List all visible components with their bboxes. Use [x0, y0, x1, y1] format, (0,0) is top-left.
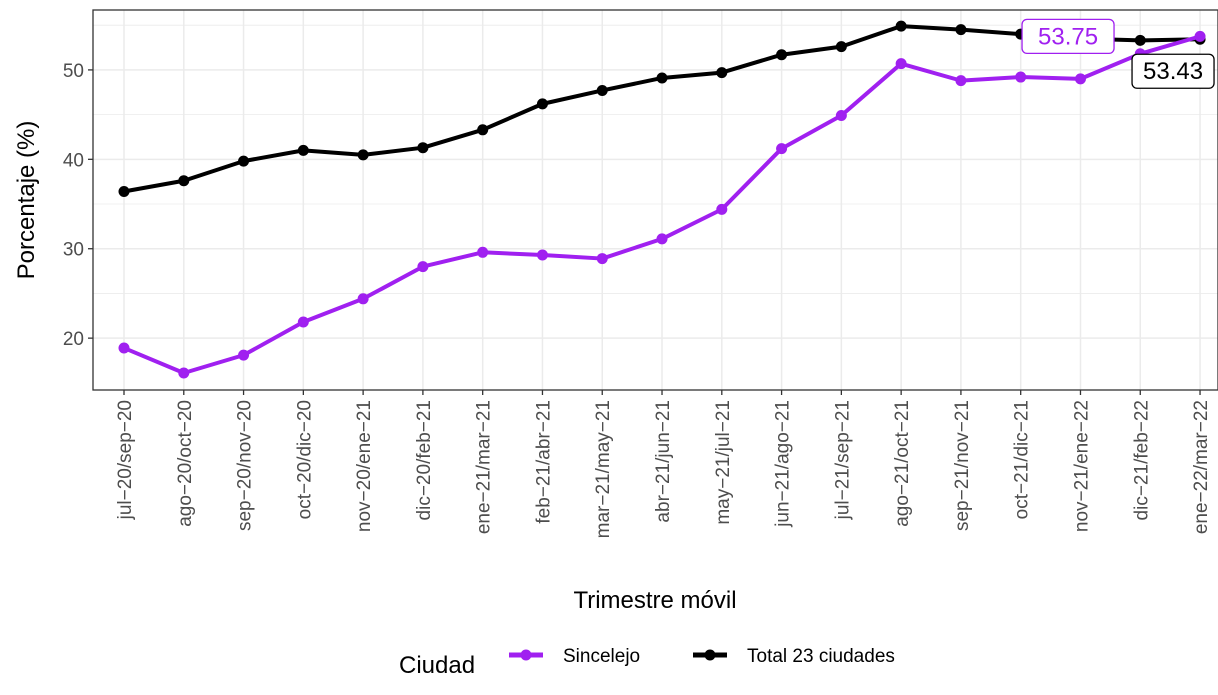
data-point [1015, 71, 1027, 83]
x-tick-label: jul−20/sep−20 [115, 400, 136, 520]
plot-area: 53.75 53.43 [92, 9, 1218, 391]
data-point [357, 293, 369, 305]
x-tick-label: abr−21/jun−21 [653, 400, 674, 523]
data-point [835, 41, 847, 53]
data-point [716, 203, 728, 215]
callout-text: 53.75 [1038, 23, 1098, 50]
callout-label: 53.75 [1021, 18, 1115, 55]
x-tick-label: dic−21/feb−22 [1131, 400, 1152, 520]
callouts: 53.75 53.43 [1021, 18, 1215, 89]
data-point [656, 233, 668, 245]
x-tick-label: jul−21/sep−21 [832, 400, 853, 520]
grid [93, 10, 1218, 390]
data-point [178, 367, 190, 379]
data-point [835, 110, 847, 122]
data-point [1134, 34, 1146, 46]
y-tick-label: 20 [63, 329, 84, 350]
x-tick-label: ago−20/oct−20 [175, 400, 196, 527]
data-point [656, 72, 668, 84]
data-point [536, 98, 548, 110]
x-tick-label: sep−21/nov−21 [952, 400, 973, 531]
data-point [118, 186, 130, 198]
data-point [417, 261, 429, 273]
x-tick-label: sep−20/nov−20 [235, 400, 256, 531]
series [118, 20, 1206, 379]
legend-item: Sincelejo [509, 646, 640, 667]
legend-items: Sincelejo Total 23 ciudades [509, 646, 895, 667]
panel-border [92, 9, 1218, 391]
data-point [238, 349, 250, 361]
x-tick-label: nov−20/ene−21 [354, 400, 375, 532]
x-axis: jul−20/sep−20 ago−20/oct−20 sep−20/nov−20 o… [115, 390, 1212, 538]
y-tick-label: 40 [63, 150, 84, 171]
data-point [776, 49, 788, 61]
data-point [1194, 30, 1206, 42]
y-axis: 20 30 40 50 [63, 61, 93, 350]
data-point [536, 249, 548, 261]
data-point [895, 20, 907, 32]
x-axis-title: Trimestre móvil [573, 587, 736, 614]
y-axis-title: Porcentaje (%) [13, 121, 40, 280]
callout-text: 53.43 [1143, 58, 1203, 85]
x-tick-label: mar−21/may−21 [593, 400, 614, 538]
y-tick-label: 50 [63, 61, 84, 82]
data-point [178, 175, 190, 187]
x-tick-label: ene−22/mar−22 [1191, 400, 1212, 534]
data-point [417, 142, 429, 154]
data-point [357, 149, 369, 161]
legend-key-point [704, 649, 716, 661]
x-tick-label: may−21/jul−21 [713, 400, 734, 525]
data-point [238, 155, 250, 167]
data-point [297, 144, 309, 156]
series-total-23-ciudades [118, 20, 1206, 198]
x-tick-label: dic−20/feb−21 [414, 400, 435, 520]
data-point [297, 316, 309, 328]
x-tick-label: oct−21/dic−21 [1012, 400, 1033, 519]
callout-box [1021, 18, 1115, 55]
legend-title: Ciudad [399, 652, 475, 679]
x-tick-label: jun−21/ago−21 [773, 400, 794, 528]
data-point [596, 84, 608, 96]
data-point [596, 253, 608, 265]
callout-box [1131, 53, 1215, 89]
legend-item: Total 23 ciudades [693, 646, 895, 667]
data-point [895, 58, 907, 70]
x-tick-label: ene−21/mar−21 [474, 400, 495, 534]
legend-label: Total 23 ciudades [747, 646, 895, 667]
data-point [1074, 73, 1086, 85]
data-point [477, 124, 489, 136]
panel-background [93, 10, 1218, 390]
x-tick-label: oct−20/dic−20 [294, 400, 315, 519]
x-tick-label: feb−21/abr−21 [533, 400, 554, 524]
x-tick-label: nov−21/ene−22 [1071, 400, 1092, 532]
legend-label: Sincelejo [563, 646, 640, 667]
data-point [955, 75, 967, 87]
y-tick-label: 30 [63, 240, 84, 261]
data-point [776, 143, 788, 155]
series-sincelejo [118, 30, 1206, 379]
data-point [955, 24, 967, 36]
data-point [118, 342, 130, 354]
callout-label: 53.43 [1131, 53, 1215, 89]
legend-key-point [520, 649, 532, 661]
x-tick-label: ago−21/oct−21 [892, 400, 913, 527]
legend: Ciudad Sincelejo Total 23 ciudades [399, 646, 895, 679]
data-point [716, 67, 728, 79]
data-point [477, 246, 489, 258]
